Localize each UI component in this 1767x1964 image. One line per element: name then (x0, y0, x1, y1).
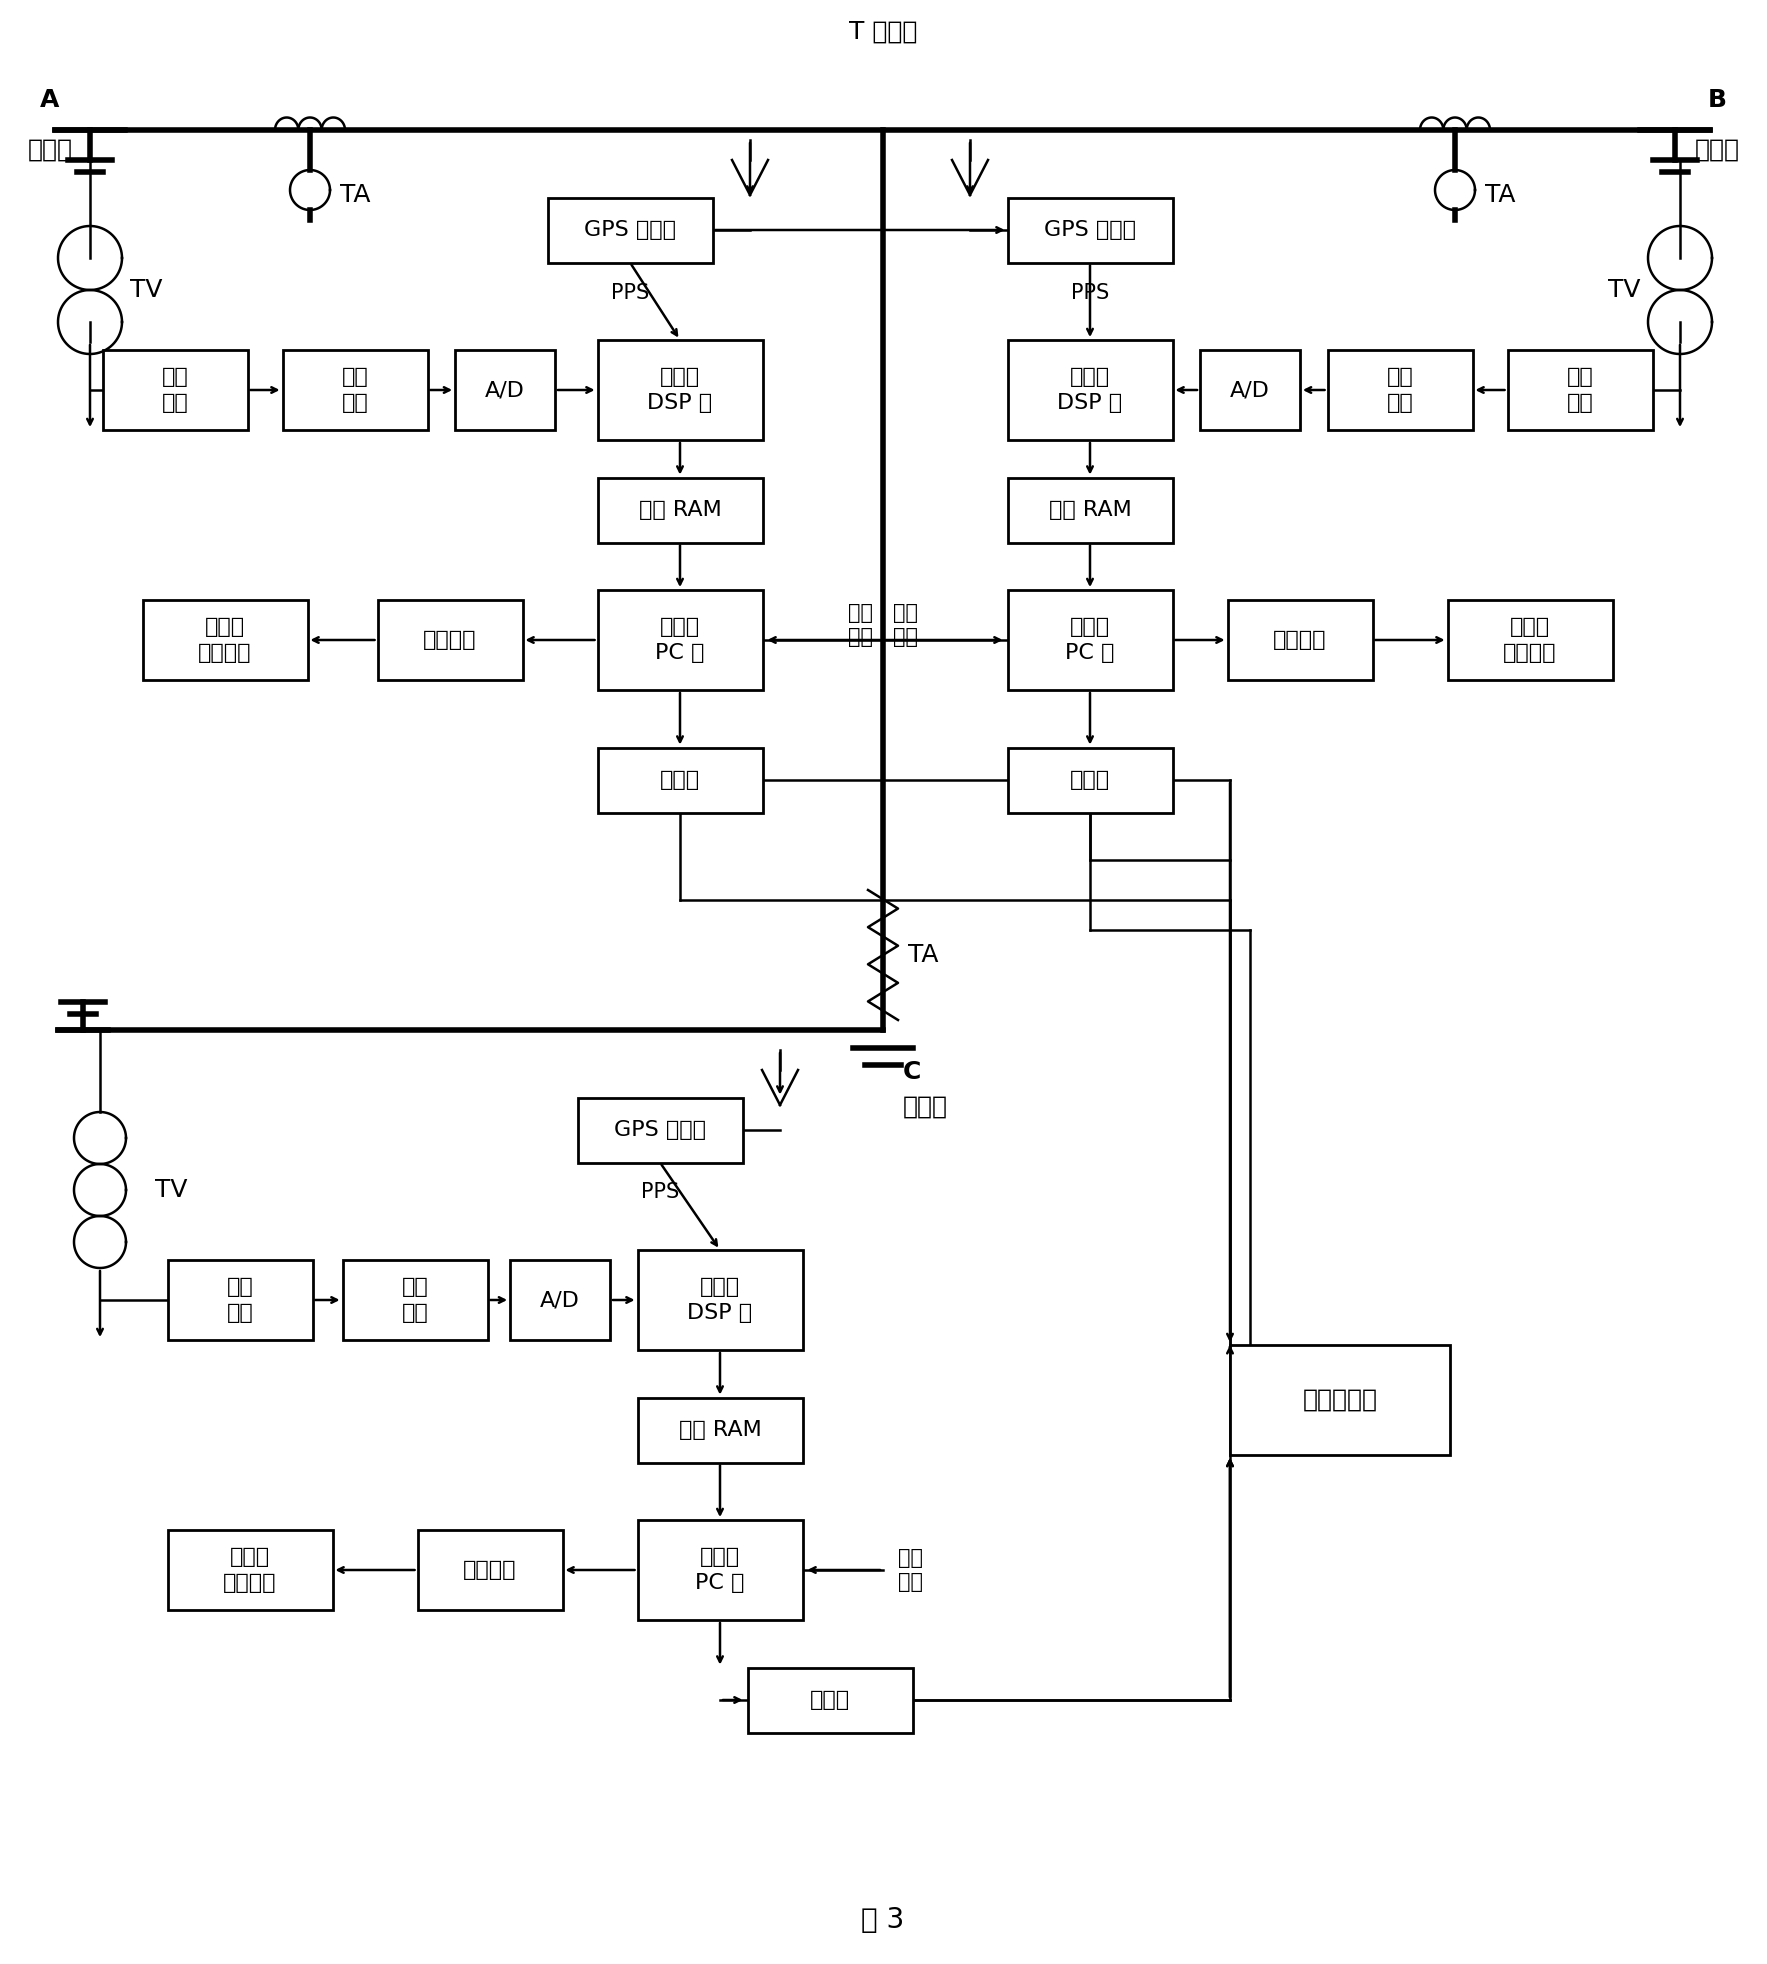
Bar (597, 340, 763, 440)
Text: 隔离
变换: 隔离 变换 (161, 367, 189, 412)
Text: 嵌入式
DSP 卡: 嵌入式 DSP 卡 (687, 1277, 753, 1324)
Text: TV: TV (155, 1178, 187, 1202)
Bar (378, 599, 523, 680)
Text: 嵌入式
DSP 卡: 嵌入式 DSP 卡 (1057, 367, 1122, 412)
Text: 以太网: 以太网 (809, 1689, 850, 1711)
Text: 开出量卡: 开出量卡 (463, 1559, 516, 1579)
Bar (1007, 748, 1173, 813)
Bar (417, 1530, 562, 1610)
Text: 以太网: 以太网 (659, 770, 700, 790)
Bar (638, 1520, 802, 1620)
Text: 嵌入式
DSP 卡: 嵌入式 DSP 卡 (647, 367, 712, 412)
Text: PPS: PPS (1071, 283, 1110, 302)
Text: GPS 接受机: GPS 接受机 (613, 1119, 707, 1139)
Text: 时间
信息: 时间 信息 (892, 603, 919, 646)
Text: 开出量卡: 开出量卡 (1274, 630, 1327, 650)
Text: TA: TA (339, 183, 371, 206)
Text: 时间
信息: 时间 信息 (848, 603, 873, 646)
Text: TV: TV (1608, 279, 1640, 302)
Text: 以太网: 以太网 (1071, 770, 1110, 790)
Bar (102, 350, 247, 430)
Text: 变电站: 变电站 (903, 1096, 949, 1119)
Text: 变电站: 变电站 (28, 137, 72, 161)
Text: 变电站: 变电站 (1695, 137, 1739, 161)
Bar (283, 350, 428, 430)
Bar (454, 350, 555, 430)
Text: 隔离
变换: 隔离 变换 (1567, 367, 1594, 412)
Text: A: A (41, 88, 60, 112)
Bar (1200, 350, 1301, 430)
Text: PPS: PPS (611, 283, 648, 302)
Bar (511, 1261, 610, 1339)
Text: 时间
信息: 时间 信息 (898, 1548, 922, 1591)
Text: 断路器
跳闸信号: 断路器 跳闸信号 (223, 1548, 277, 1593)
Text: C: C (903, 1061, 921, 1084)
Bar (1007, 198, 1173, 263)
Text: TV: TV (131, 279, 163, 302)
Text: GPS 接受机: GPS 接受机 (585, 220, 677, 240)
Text: 断路器
跳闸信号: 断路器 跳闸信号 (198, 617, 251, 664)
Text: 双口 RAM: 双口 RAM (679, 1420, 762, 1440)
Text: TA: TA (908, 943, 938, 966)
Bar (1007, 477, 1173, 542)
Text: 嵌入式
PC 卡: 嵌入式 PC 卡 (694, 1548, 744, 1593)
Bar (597, 477, 763, 542)
Bar (597, 589, 763, 689)
Text: PPS: PPS (641, 1182, 679, 1202)
Bar (578, 1098, 742, 1163)
Bar (597, 748, 763, 813)
Bar (1327, 350, 1472, 430)
Bar (143, 599, 307, 680)
Text: A/D: A/D (486, 379, 525, 401)
Bar (1007, 340, 1173, 440)
Bar (1230, 1345, 1451, 1455)
Bar (638, 1249, 802, 1349)
Text: GPS 接受机: GPS 接受机 (1044, 220, 1136, 240)
Bar (548, 198, 712, 263)
Bar (168, 1261, 313, 1339)
Text: B: B (1707, 88, 1726, 112)
Bar (343, 1261, 488, 1339)
Bar (1447, 599, 1613, 680)
Bar (638, 1398, 802, 1463)
Text: A/D: A/D (541, 1290, 580, 1310)
Bar (1507, 350, 1652, 430)
Text: 开出量卡: 开出量卡 (424, 630, 477, 650)
Text: 模拟
滤波: 模拟 滤波 (1387, 367, 1414, 412)
Text: 嵌入式
PC 卡: 嵌入式 PC 卡 (1066, 617, 1115, 664)
Text: 隔离
变换: 隔离 变换 (226, 1277, 253, 1324)
Text: 双口 RAM: 双口 RAM (638, 501, 721, 520)
Text: A/D: A/D (1230, 379, 1270, 401)
Bar (1007, 589, 1173, 689)
Text: 模拟
滤波: 模拟 滤波 (341, 367, 368, 412)
Text: 双口 RAM: 双口 RAM (1048, 501, 1131, 520)
Text: 中心计算机: 中心计算机 (1302, 1389, 1378, 1412)
Bar (1228, 599, 1373, 680)
Bar (747, 1667, 912, 1732)
Text: 图 3: 图 3 (861, 1905, 905, 1935)
Text: T 型线路: T 型线路 (848, 20, 917, 43)
Text: 断路器
跳闸信号: 断路器 跳闸信号 (1504, 617, 1557, 664)
Text: TA: TA (1484, 183, 1516, 206)
Bar (168, 1530, 332, 1610)
Text: 模拟
滤波: 模拟 滤波 (401, 1277, 428, 1324)
Text: 嵌入式
PC 卡: 嵌入式 PC 卡 (656, 617, 705, 664)
